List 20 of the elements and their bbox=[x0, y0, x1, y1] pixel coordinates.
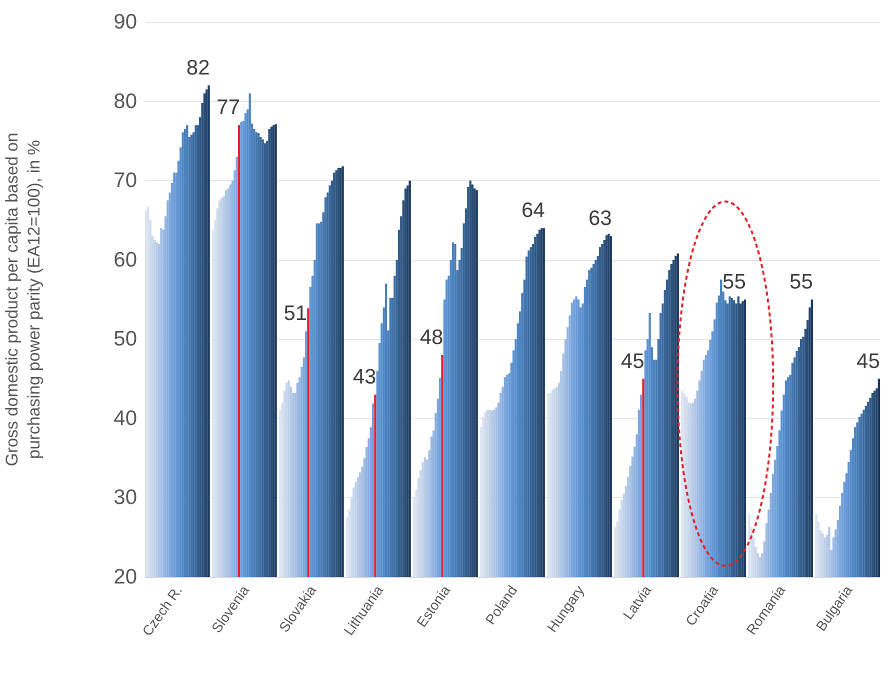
data-label: 82 bbox=[186, 56, 210, 80]
y-tick-label: 60 bbox=[114, 248, 137, 272]
y-axis-title: Gross domestic product per capita based on purchasing power parity (EA12=100), in % bbox=[2, 132, 44, 466]
data-label: 63 bbox=[588, 207, 612, 230]
data-label: 45 bbox=[856, 350, 880, 373]
y-tick-label: 80 bbox=[114, 90, 137, 113]
data-label: 55 bbox=[790, 270, 813, 294]
data-label: 77 bbox=[216, 96, 240, 120]
y-tick-label: 30 bbox=[114, 486, 137, 510]
y-tick-label: 20 bbox=[114, 566, 137, 588]
data-label: 51 bbox=[284, 302, 308, 326]
data-label: 43 bbox=[352, 366, 376, 389]
y-tick-label: 90 bbox=[114, 10, 137, 34]
data-label: 48 bbox=[420, 326, 444, 349]
y-tick-label: 50 bbox=[114, 328, 137, 351]
y-tick-label: 70 bbox=[114, 169, 137, 192]
data-label: 64 bbox=[521, 199, 546, 222]
data-label: 55 bbox=[722, 270, 746, 294]
y-tick-label: 40 bbox=[114, 406, 137, 430]
data-label: 45 bbox=[620, 350, 644, 373]
